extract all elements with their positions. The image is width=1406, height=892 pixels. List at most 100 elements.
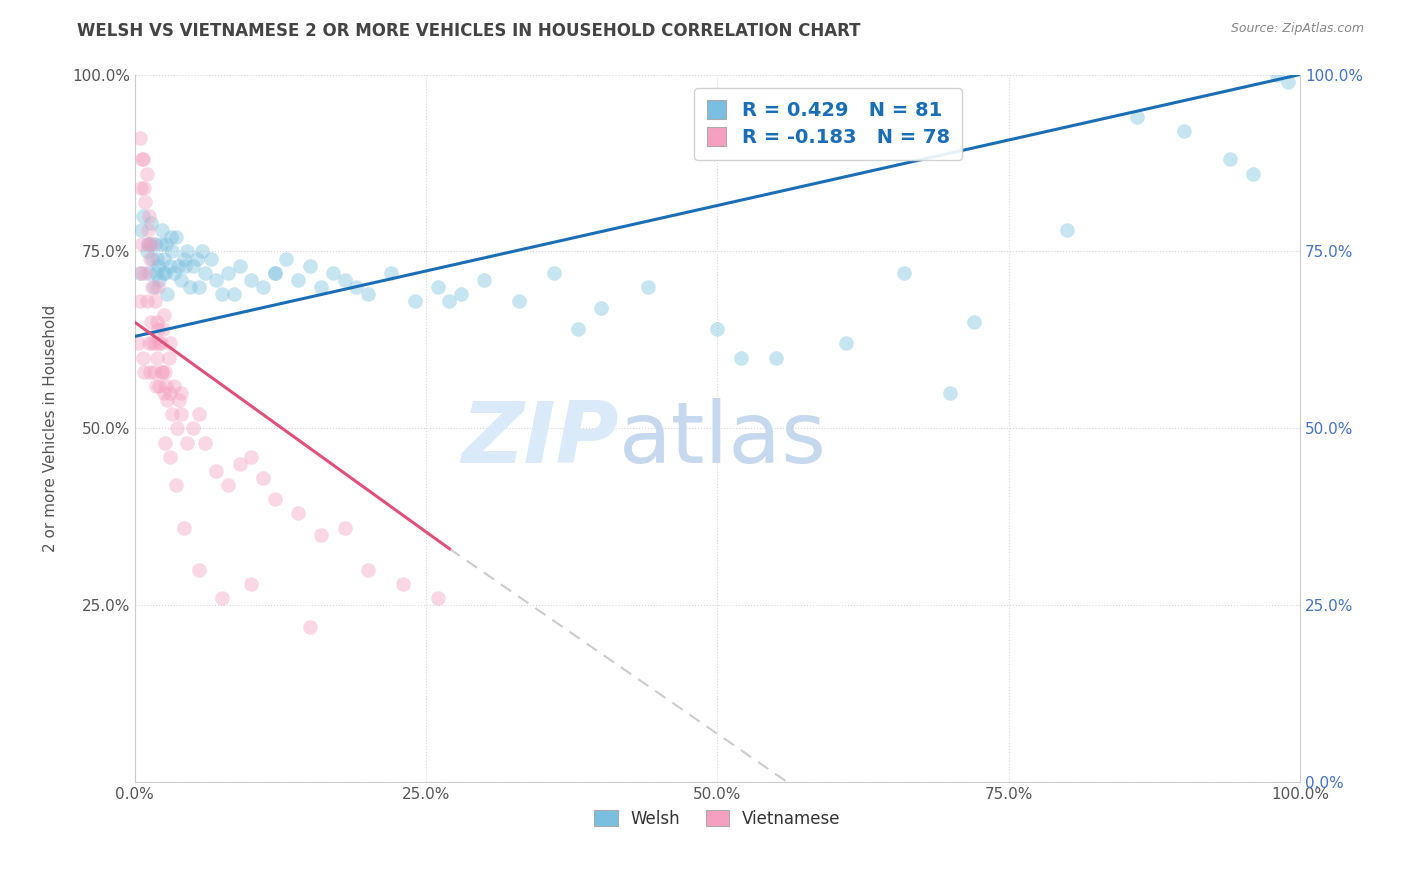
Point xyxy=(127,336,149,351)
Point xyxy=(333,520,356,534)
Point xyxy=(150,365,173,379)
Point xyxy=(139,365,162,379)
Point xyxy=(153,252,176,266)
Point xyxy=(567,322,589,336)
Point xyxy=(311,280,333,294)
Point xyxy=(160,244,183,259)
Point xyxy=(149,237,172,252)
Point xyxy=(211,591,233,606)
Point xyxy=(150,223,173,237)
Point xyxy=(139,237,162,252)
Point xyxy=(146,252,169,266)
Point xyxy=(426,280,449,294)
Point xyxy=(134,181,156,195)
Point xyxy=(200,252,222,266)
Point xyxy=(1241,167,1264,181)
Point xyxy=(163,266,186,280)
Point xyxy=(191,244,214,259)
Point xyxy=(181,259,204,273)
Point xyxy=(439,293,461,308)
Point xyxy=(217,266,239,280)
Point xyxy=(146,280,169,294)
Point xyxy=(240,577,263,591)
Y-axis label: 2 or more Vehicles in Household: 2 or more Vehicles in Household xyxy=(44,305,58,552)
Point xyxy=(141,315,163,329)
Point xyxy=(159,450,181,464)
Point xyxy=(1277,74,1299,88)
Point xyxy=(194,435,217,450)
Point xyxy=(155,379,177,393)
Point xyxy=(1056,223,1078,237)
Point xyxy=(132,351,155,365)
Text: ZIP: ZIP xyxy=(461,398,619,481)
Point xyxy=(134,365,156,379)
Point xyxy=(287,273,309,287)
Point xyxy=(132,153,155,167)
Point xyxy=(357,287,380,301)
Point xyxy=(143,336,166,351)
Point xyxy=(128,293,150,308)
Point xyxy=(170,407,193,421)
Point xyxy=(132,209,155,223)
Point xyxy=(163,379,186,393)
Point xyxy=(165,230,187,244)
Point xyxy=(357,563,380,577)
Point xyxy=(128,131,150,145)
Point xyxy=(263,266,285,280)
Point xyxy=(311,527,333,541)
Point xyxy=(176,244,198,259)
Point xyxy=(167,259,190,273)
Point xyxy=(1126,110,1149,124)
Point xyxy=(1265,68,1288,82)
Point xyxy=(181,421,204,435)
Point xyxy=(129,266,152,280)
Point xyxy=(139,252,162,266)
Text: WELSH VS VIETNAMESE 2 OR MORE VEHICLES IN HOUSEHOLD CORRELATION CHART: WELSH VS VIETNAMESE 2 OR MORE VEHICLES I… xyxy=(77,22,860,40)
Point xyxy=(730,351,752,365)
Legend: Welsh, Vietnamese: Welsh, Vietnamese xyxy=(588,803,848,834)
Point xyxy=(344,280,367,294)
Point xyxy=(508,293,530,308)
Point xyxy=(131,153,153,167)
Point xyxy=(156,393,179,408)
Point xyxy=(174,259,197,273)
Point xyxy=(240,450,263,464)
Point xyxy=(131,237,153,252)
Point xyxy=(149,336,172,351)
Point xyxy=(148,336,170,351)
Point xyxy=(152,322,174,336)
Point xyxy=(146,322,169,336)
Point xyxy=(141,216,163,230)
Point xyxy=(141,280,163,294)
Point xyxy=(159,336,181,351)
Point xyxy=(153,386,176,401)
Point xyxy=(138,266,160,280)
Point xyxy=(380,266,402,280)
Point xyxy=(157,351,180,365)
Point xyxy=(263,492,285,507)
Point xyxy=(138,209,160,223)
Point xyxy=(135,167,157,181)
Point xyxy=(173,520,195,534)
Point xyxy=(392,577,415,591)
Point xyxy=(474,273,496,287)
Point xyxy=(217,478,239,492)
Point xyxy=(155,237,177,252)
Point xyxy=(404,293,426,308)
Point xyxy=(170,273,193,287)
Point xyxy=(963,315,986,329)
Point xyxy=(141,252,163,266)
Point xyxy=(143,237,166,252)
Point xyxy=(145,266,167,280)
Point xyxy=(298,259,321,273)
Point xyxy=(138,336,160,351)
Point xyxy=(136,237,159,252)
Point xyxy=(322,266,344,280)
Point xyxy=(186,252,208,266)
Point xyxy=(167,393,190,408)
Point xyxy=(229,457,252,471)
Point xyxy=(222,287,245,301)
Point xyxy=(142,280,165,294)
Point xyxy=(129,223,152,237)
Point xyxy=(893,266,915,280)
